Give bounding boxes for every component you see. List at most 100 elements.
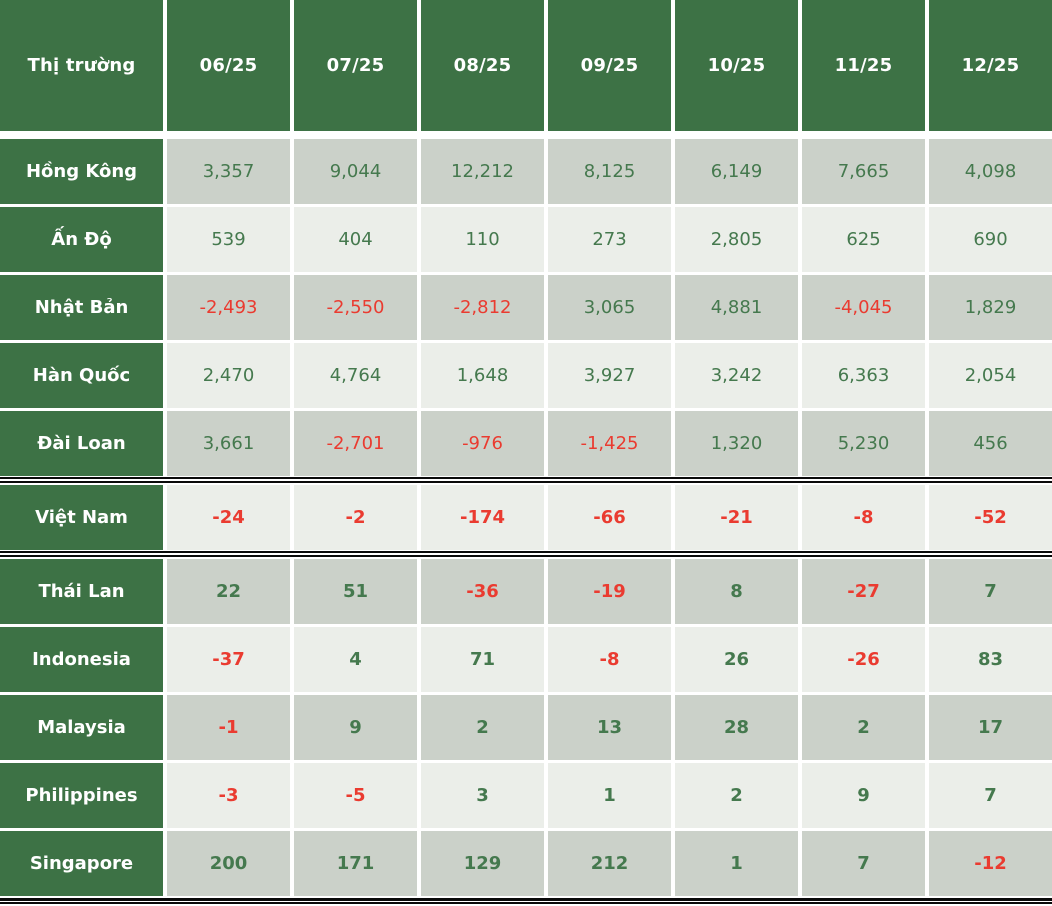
row-market-label: Hàn Quốc [0,343,163,408]
row-market-label: Singapore [0,831,163,896]
value-cell: 7 [929,559,1052,624]
value-cell: 28 [675,695,798,760]
value-cell: 12,212 [421,139,544,204]
value-cell: 212 [548,831,671,896]
value-cell: 8 [675,559,798,624]
value-cell: 1 [675,831,798,896]
value-cell: -24 [167,485,290,550]
value-cell: -2 [294,485,417,550]
value-cell: -52 [929,485,1052,550]
table-row: Singapore 200 171 129 212 1 7 -12 [0,831,1052,896]
value-cell: -2,812 [421,275,544,340]
value-cell: 539 [167,207,290,272]
value-cell: -37 [167,627,290,692]
table-row: Philippines -3 -5 3 1 2 9 7 [0,763,1052,828]
value-cell: 17 [929,695,1052,760]
table-row: Thái Lan 22 51 -36 -19 8 -27 7 [0,559,1052,624]
value-cell: 8,125 [548,139,671,204]
row-market-label: Thái Lan [0,559,163,624]
value-cell: -4,045 [802,275,925,340]
value-cell: -1,425 [548,411,671,476]
value-cell: 456 [929,411,1052,476]
value-cell: 2 [802,695,925,760]
value-cell: -3 [167,763,290,828]
value-cell: 3,242 [675,343,798,408]
value-cell: -12 [929,831,1052,896]
table-row: Malaysia -1 9 2 13 28 2 17 [0,695,1052,760]
value-cell: 3,927 [548,343,671,408]
value-cell: 22 [167,559,290,624]
value-cell: 4,881 [675,275,798,340]
value-cell: 3,661 [167,411,290,476]
value-cell: 26 [675,627,798,692]
value-cell: 1,829 [929,275,1052,340]
value-cell: 6,149 [675,139,798,204]
value-cell: 110 [421,207,544,272]
value-cell: 4,764 [294,343,417,408]
value-cell: -174 [421,485,544,550]
row-market-label: Malaysia [0,695,163,760]
value-cell: 51 [294,559,417,624]
header-month-cell: 07/25 [294,0,417,131]
value-cell: -36 [421,559,544,624]
value-cell: 690 [929,207,1052,272]
value-cell: 6,363 [802,343,925,408]
value-cell: 13 [548,695,671,760]
row-market-label: Indonesia [0,627,163,692]
value-cell: -5 [294,763,417,828]
table-row: Hồng Kông 3,357 9,044 12,212 8,125 6,149 7,665… [0,139,1052,204]
header-month-cell: 10/25 [675,0,798,131]
table-header-row: Thị trường 06/25 07/25 08/25 09/25 10/25 11/2… [0,0,1052,131]
value-cell: 1 [548,763,671,828]
value-cell: 2 [421,695,544,760]
value-cell: 7 [929,763,1052,828]
value-cell: -27 [802,559,925,624]
header-month-cell: 12/25 [929,0,1052,131]
value-cell: 2 [675,763,798,828]
value-cell: -976 [421,411,544,476]
value-cell: 3,357 [167,139,290,204]
value-cell: -8 [548,627,671,692]
row-market-label: Đài Loan [0,411,163,476]
value-cell: 71 [421,627,544,692]
table-row: Nhật Bản -2,493 -2,550 -2,812 3,065 4,881 -4,0… [0,275,1052,340]
value-cell: -8 [802,485,925,550]
value-cell: 4 [294,627,417,692]
group-rule [0,477,1052,483]
value-cell: 200 [167,831,290,896]
value-cell: 171 [294,831,417,896]
value-cell: 273 [548,207,671,272]
value-cell: 9 [294,695,417,760]
value-cell: 2,054 [929,343,1052,408]
table-body: Hồng Kông 3,357 9,044 12,212 8,125 6,149 7,665… [0,139,1052,896]
value-cell: 625 [802,207,925,272]
value-cell: 83 [929,627,1052,692]
value-cell: 3 [421,763,544,828]
row-market-label: Philippines [0,763,163,828]
value-cell: -2,701 [294,411,417,476]
value-cell: -26 [802,627,925,692]
value-cell: 4,098 [929,139,1052,204]
header-month-cell: 11/25 [802,0,925,131]
value-cell: 5,230 [802,411,925,476]
group-rule [0,551,1052,557]
value-cell: 1,320 [675,411,798,476]
value-cell: -66 [548,485,671,550]
value-cell: -19 [548,559,671,624]
value-cell: -1 [167,695,290,760]
value-cell: 2,470 [167,343,290,408]
value-cell: 9,044 [294,139,417,204]
header-month-cell: 08/25 [421,0,544,131]
header-market-cell: Thị trường [0,0,163,131]
value-cell: -2,493 [167,275,290,340]
value-cell: 9 [802,763,925,828]
value-cell: 7,665 [802,139,925,204]
header-month-cell: 09/25 [548,0,671,131]
table-row: Ấn Độ 539 404 110 273 2,805 625 690 [0,207,1052,272]
table-row: Indonesia -37 4 71 -8 26 -26 83 [0,627,1052,692]
row-market-label: Ấn Độ [0,207,163,272]
value-cell: 7 [802,831,925,896]
value-cell: -2,550 [294,275,417,340]
value-cell: -21 [675,485,798,550]
